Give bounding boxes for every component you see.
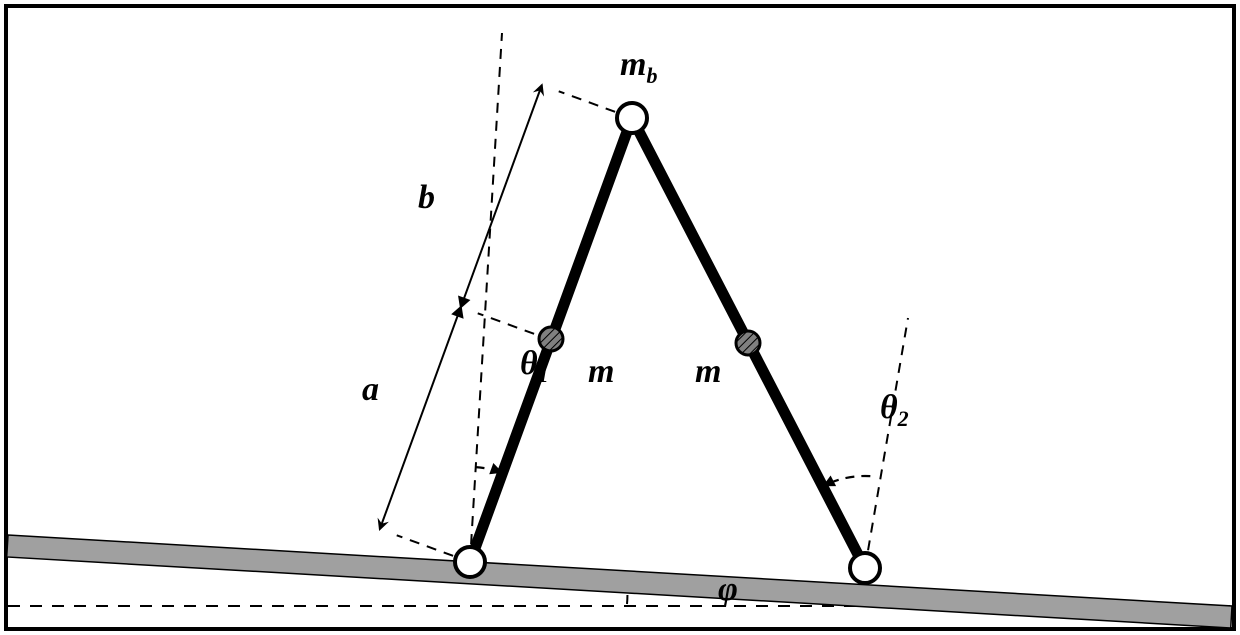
label-b: b xyxy=(418,179,435,216)
inclined-slope xyxy=(7,535,1232,628)
label-m-left: m xyxy=(588,353,614,390)
swing-normal-line xyxy=(865,318,908,568)
mass-right xyxy=(736,331,760,355)
hip-joint xyxy=(617,103,647,133)
label-phi: φ xyxy=(718,571,738,608)
mass-left xyxy=(539,327,563,351)
label-mb: mb xyxy=(620,46,657,88)
label-theta2: θ2 xyxy=(880,389,909,431)
swing-foot-joint xyxy=(850,553,880,583)
frame-border xyxy=(6,6,1234,629)
label-a: a xyxy=(362,371,379,408)
stance-foot-joint xyxy=(455,547,485,577)
label-m-right: m xyxy=(695,353,721,390)
